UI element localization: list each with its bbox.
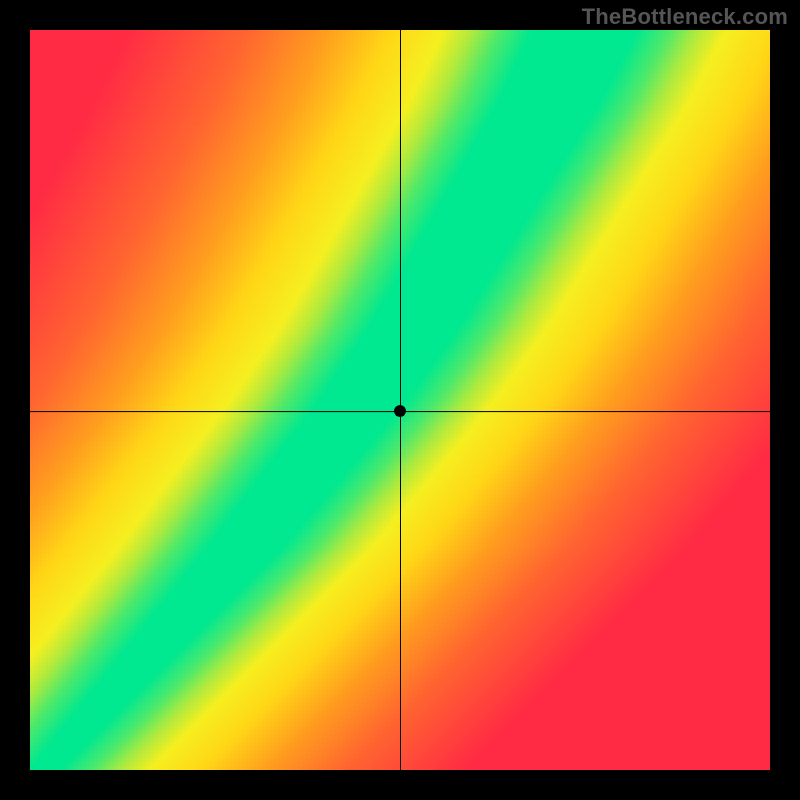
chart-container: TheBottleneck.com (0, 0, 800, 800)
heatmap-canvas (0, 0, 800, 800)
watermark-text: TheBottleneck.com (582, 4, 788, 30)
